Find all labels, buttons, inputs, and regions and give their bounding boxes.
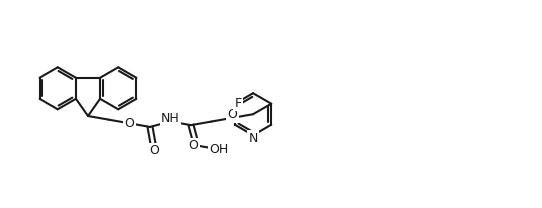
Text: OH: OH (210, 142, 229, 156)
Text: NH: NH (161, 112, 180, 125)
Text: O: O (125, 117, 134, 130)
Text: O: O (189, 139, 198, 152)
Text: O: O (149, 144, 159, 157)
Text: O: O (228, 108, 237, 121)
Text: N: N (248, 132, 258, 145)
Text: F: F (234, 97, 241, 110)
